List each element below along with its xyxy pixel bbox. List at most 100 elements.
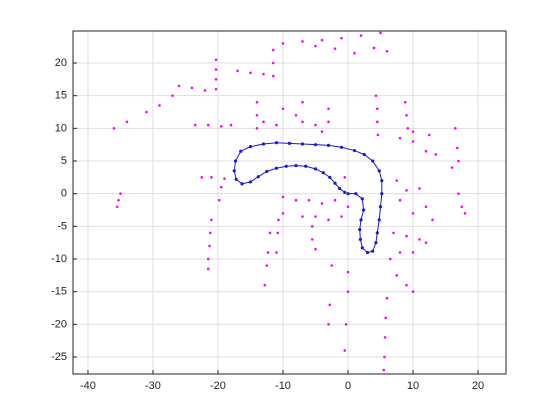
map-point [431, 218, 434, 222]
map-point [320, 202, 324, 205]
x-tick-label: -40 [80, 380, 96, 392]
y-tick-label: -5 [57, 220, 67, 232]
map-point [262, 72, 265, 76]
map-point [424, 241, 428, 244]
map-point [255, 127, 259, 130]
trajectory-point [234, 177, 238, 181]
trajectory-point [358, 237, 362, 242]
map-point [307, 198, 311, 202]
x-tick-label: -30 [145, 380, 161, 392]
trajectory-point [346, 192, 350, 196]
map-point [112, 127, 116, 130]
map-point [406, 127, 410, 130]
map-point [206, 267, 210, 271]
map-point [405, 189, 408, 192]
map-point [177, 84, 181, 88]
map-point [375, 107, 379, 111]
trajectory-point [300, 142, 305, 146]
trajectory-point [232, 169, 236, 173]
map-point [314, 215, 317, 218]
trajectory-point [248, 145, 253, 149]
map-point [383, 355, 386, 359]
map-point [453, 127, 457, 130]
y-tick-label: -15 [51, 286, 67, 298]
map-point [330, 264, 334, 267]
map-point [281, 211, 285, 215]
map-point [424, 149, 428, 153]
map-point [314, 247, 317, 251]
map-point [353, 51, 356, 55]
map-point [346, 270, 350, 274]
map-point [320, 38, 324, 42]
map-point [310, 225, 314, 228]
map-point [418, 238, 421, 241]
y-tick-label: 5 [61, 155, 67, 167]
map-point [328, 303, 332, 307]
map-point [219, 125, 223, 128]
map-point [193, 123, 197, 127]
trajectory-point [362, 208, 366, 212]
map-point [388, 257, 392, 261]
map-point [190, 86, 194, 90]
map-point [236, 69, 239, 73]
plot-area [73, 31, 506, 374]
trajectory-point [352, 148, 357, 153]
map-point [340, 215, 343, 218]
trajectory-point [313, 167, 318, 171]
map-point [411, 211, 415, 215]
map-point [344, 323, 348, 326]
map-point [455, 146, 459, 150]
map-point [327, 323, 330, 326]
map-point [383, 336, 387, 339]
map-point [463, 211, 467, 215]
trajectory-point [239, 149, 243, 153]
map-point [277, 218, 280, 222]
map-point [229, 123, 233, 127]
trajectory-point [248, 180, 253, 184]
trajectory-point [359, 218, 363, 222]
y-tick-label: 20 [55, 57, 67, 69]
map-point [158, 104, 161, 107]
map-point [424, 205, 428, 209]
trajectory-point [378, 205, 383, 209]
map-point [208, 244, 211, 248]
x-tick-label: 0 [345, 380, 351, 392]
map-point [403, 100, 407, 104]
map-point [301, 215, 304, 218]
map-point [333, 47, 337, 50]
map-point [392, 231, 395, 235]
trajectory-point [337, 186, 342, 191]
map-point [346, 290, 350, 293]
map-point [411, 290, 415, 293]
trajectory-point [265, 169, 269, 174]
map-point [214, 78, 218, 81]
map-point [281, 42, 285, 45]
trajectory-point [343, 190, 347, 194]
trajectory-point [377, 218, 381, 222]
map-point [359, 34, 363, 37]
map-point [427, 133, 431, 137]
map-point [281, 107, 285, 111]
map-point [333, 198, 337, 202]
map-point [294, 113, 298, 117]
map-point [219, 185, 223, 189]
trajectory-point [304, 164, 308, 168]
map-point [418, 187, 421, 190]
map-point [395, 179, 399, 182]
map-point [275, 123, 278, 127]
trajectory-point [233, 159, 238, 163]
map-point [206, 123, 210, 127]
y-tick-label: -10 [51, 253, 67, 265]
map-point [262, 120, 265, 124]
map-point [411, 251, 415, 254]
map-point [372, 46, 376, 50]
trajectory-point [294, 163, 298, 168]
map-point [395, 274, 399, 277]
map-point [340, 36, 343, 40]
map-point [281, 195, 285, 199]
map-point [275, 251, 278, 254]
map-point [271, 48, 275, 52]
map-point [398, 198, 402, 202]
map-point [210, 218, 213, 222]
